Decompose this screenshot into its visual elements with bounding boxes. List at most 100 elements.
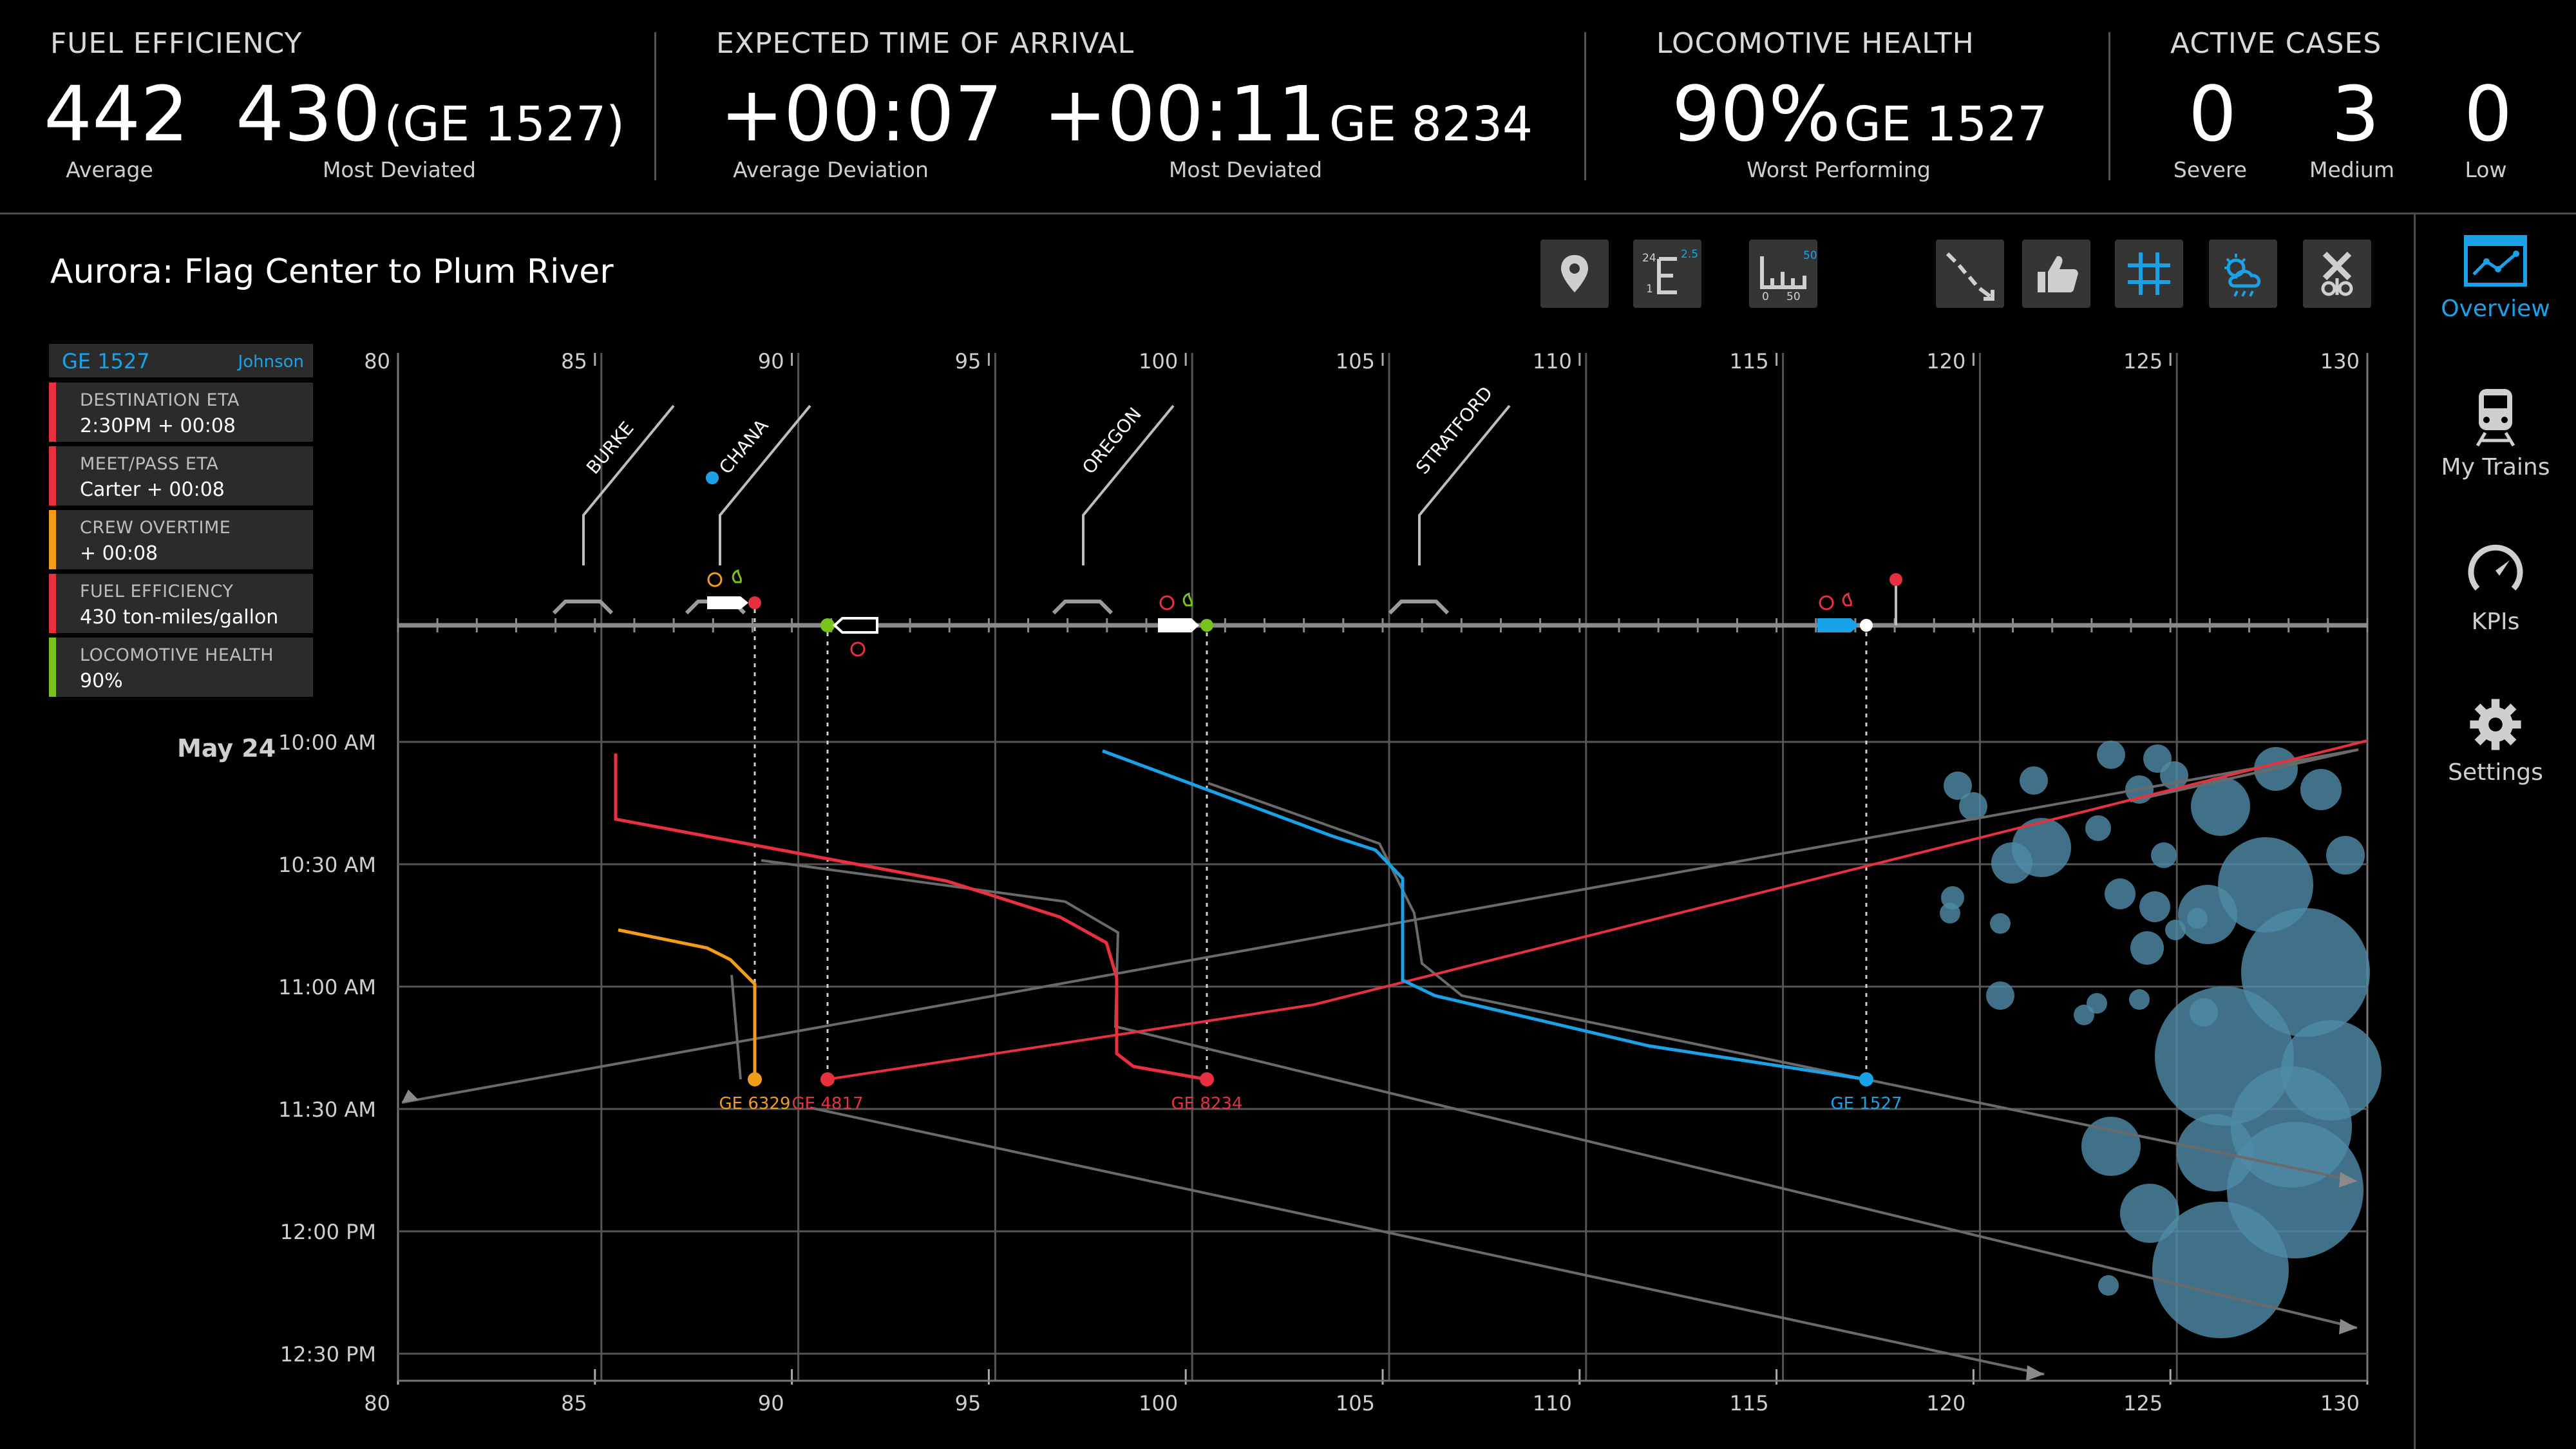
train-panel-header[interactable]: GE 1527 Johnson — [49, 344, 313, 377]
planned-string — [2130, 748, 2359, 802]
planned-string — [401, 748, 2359, 1104]
weather-icon[interactable] — [2209, 240, 2277, 308]
train-string-ge6329[interactable]: GE 6329 — [618, 928, 791, 1113]
bottom-tick-label: 90 — [758, 1391, 784, 1416]
eta-title: EXPECTED TIME OF ARRIVAL — [716, 27, 1135, 60]
bottom-tick-label: 80 — [364, 1391, 390, 1416]
fuel-efficiency-row[interactable]: FUEL EFFICIENCY 430 ton-miles/gallon — [49, 574, 313, 633]
marker-dot — [706, 471, 719, 484]
track-ticks — [397, 618, 2369, 632]
health-label: Worst Performing — [1747, 157, 1931, 182]
nav-kpis[interactable]: KPIs — [2415, 538, 2576, 635]
train-string-ge8234[interactable]: GE 8234 — [1171, 1072, 1243, 1113]
weather-bubble — [1944, 772, 1972, 800]
bar-scale-top: 50 — [1803, 249, 1817, 262]
bottom-tick-label: 110 — [1533, 1391, 1572, 1416]
weather-bubble — [1986, 981, 2014, 1010]
train-marker-ge6329[interactable] — [707, 569, 761, 609]
meet-pass-eta-row[interactable]: MEET/PASS ETA Carter + 00:08 — [49, 446, 313, 506]
locomotive-health-row[interactable]: LOCOMOTIVE HEALTH 90% — [49, 638, 313, 697]
location-pin-icon[interactable] — [1540, 240, 1609, 308]
weather-bubble — [2129, 989, 2150, 1010]
nav-label: Overview — [2441, 296, 2550, 322]
planned-string — [730, 974, 742, 1080]
bottom-tick-label: 100 — [1139, 1391, 1178, 1416]
crossing-icon[interactable] — [2303, 240, 2371, 308]
grid-icon[interactable] — [2115, 240, 2183, 308]
fuel-efficiency-title: FUEL EFFICIENCY — [50, 27, 303, 60]
top-tick-label: 115 — [1730, 349, 1769, 374]
train-string-ge4817[interactable]: GE 4817 — [614, 739, 2368, 1113]
nav-my-trains[interactable]: My Trains — [2415, 384, 2576, 480]
top-mile-axis: 80 85 90 95 100 105 110 115 120 125 130 — [364, 349, 2369, 374]
top-tick-label: 125 — [2123, 349, 2163, 374]
status-bar — [49, 446, 56, 506]
elevation-left-top: 24 — [1642, 252, 1656, 265]
row-label: LOCOMOTIVE HEALTH — [80, 645, 274, 665]
train-marker-ge8234[interactable] — [1158, 592, 1213, 632]
weather-bubble — [2187, 908, 2208, 929]
row-value: Carter + 00:08 — [80, 478, 225, 501]
train-path — [1102, 749, 1867, 1081]
date-label: May 24 — [177, 734, 276, 762]
weather-bubble — [2190, 998, 2218, 1027]
bar-scale-left: 0 — [1762, 290, 1769, 303]
bottom-tick-label: 125 — [2123, 1391, 2163, 1416]
weather-bubble — [2218, 837, 2313, 933]
bottom-tick-label: 95 — [955, 1391, 981, 1416]
station-chana[interactable]: CHANA — [706, 404, 811, 565]
crew-overtime-row[interactable]: CREW OVERTIME + 00:08 — [49, 510, 313, 569]
fuel-deviated-value: 430 — [236, 70, 381, 158]
eta-deviated-value: +00:11 — [1043, 70, 1326, 158]
nav-label: Settings — [2448, 759, 2543, 786]
eta-average-value: +00:07 — [720, 70, 1003, 158]
train-marker-ge4817[interactable] — [820, 617, 878, 657]
trajectory-icon[interactable] — [1936, 240, 2004, 308]
weather-bubble — [2165, 920, 2186, 940]
weather-bubble — [2097, 741, 2125, 769]
elevation-left-bottom: 1 — [1646, 283, 1653, 296]
thumbs-up-icon[interactable] — [2022, 240, 2090, 308]
station-oregon[interactable]: OREGON — [1078, 403, 1175, 565]
health-value: 90% — [1672, 70, 1841, 158]
health-title: LOCOMOTIVE HEALTH — [1656, 27, 1975, 60]
train-string-ge1527[interactable]: GE 1527 — [1102, 749, 1902, 1113]
header-divider — [0, 213, 2576, 214]
top-tick-label: 80 — [364, 349, 390, 374]
time-tick-label: 11:30 AM — [278, 1097, 376, 1122]
fuel-average-value: 442 — [44, 70, 189, 158]
bar-scale-icon[interactable]: 50 0 50 — [1749, 240, 1817, 308]
eta-most-deviated: +00:11 GE 8234 — [1043, 76, 1533, 152]
weather-bubble — [2020, 766, 2048, 795]
top-tick-label: 130 — [2320, 349, 2360, 374]
nav-overview[interactable]: Overview — [2415, 232, 2576, 322]
time-gridlines — [398, 741, 2367, 1382]
train-marker-ge1527[interactable] — [1817, 573, 1902, 632]
stringline-chart[interactable]: 80 85 90 95 100 105 110 115 120 125 130 80 85 90 95 10… — [0, 0, 2409, 1449]
destination-eta-row[interactable]: DESTINATION ETA 2:30PM + 00:08 — [49, 383, 313, 442]
bottom-tick-label: 130 — [2320, 1391, 2360, 1416]
train-path — [614, 753, 1208, 1081]
divider — [1584, 32, 1586, 180]
train-end-dot — [1859, 1072, 1873, 1086]
siding — [552, 600, 614, 615]
bottom-mile-axis: 80 85 90 95 100 105 110 115 120 125 130 — [364, 1369, 2369, 1416]
gear-icon — [2470, 699, 2521, 750]
time-tick-label: 12:30 PM — [280, 1342, 376, 1367]
time-tick-label: 12:00 PM — [280, 1220, 376, 1244]
elevation-scale-icon[interactable]: 24 1 2.5 — [1633, 240, 1701, 308]
top-tick-label: 95 — [955, 349, 981, 374]
cases-severe-value: 0 — [2188, 70, 2237, 158]
fuel-average-label: Average — [66, 157, 153, 182]
station-stratford[interactable]: STRATFORD — [1412, 383, 1511, 565]
nav-label: My Trains — [2441, 454, 2550, 480]
weather-bubble — [1991, 842, 2032, 884]
station-burke[interactable]: BURKE — [582, 404, 675, 565]
planned-string — [810, 1106, 2045, 1376]
nav-settings[interactable]: Settings — [2415, 696, 2576, 786]
train-id: GE 1527 — [62, 349, 150, 374]
eta-deviated-train: GE 8234 — [1329, 97, 1533, 152]
arrowhead — [402, 1090, 419, 1103]
time-tick-label: 11:00 AM — [278, 975, 376, 999]
top-tick-label: 110 — [1533, 349, 1572, 374]
